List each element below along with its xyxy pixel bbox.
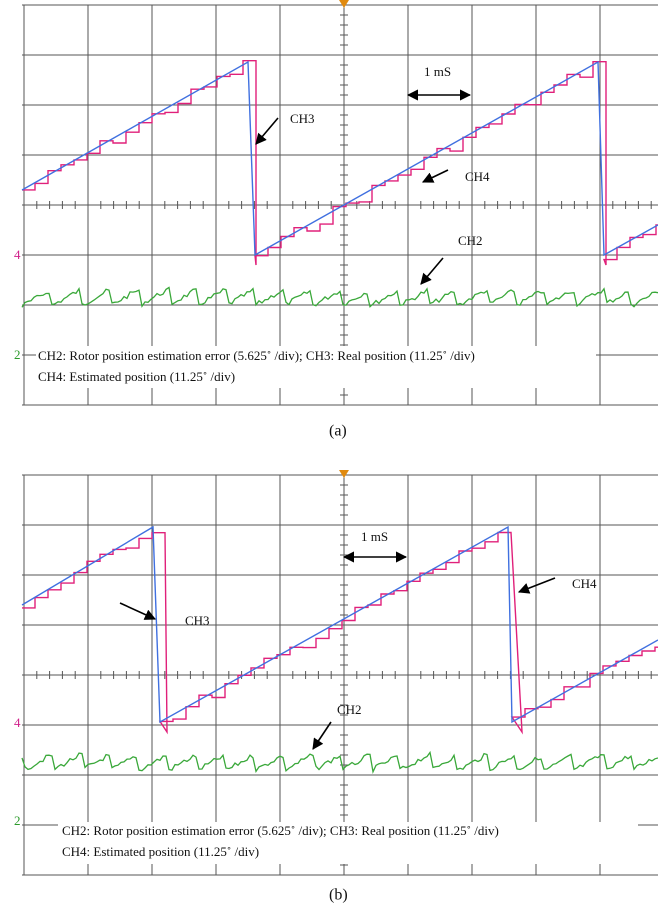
ch4-label: CH4	[465, 169, 490, 184]
pointer-arrow	[256, 118, 278, 144]
pointer-arrow	[120, 603, 155, 619]
ch2-marker: 2	[14, 347, 21, 362]
ch2-label: CH2	[337, 702, 362, 717]
panel-label: (b)	[329, 887, 348, 904]
ch3-label: CH3	[290, 111, 315, 126]
ch4-trace	[22, 61, 658, 265]
figure: 1 mS CH3 CH4 CH2 4 2 CH2: Rotor position…	[0, 0, 658, 912]
ch2-marker: 2	[14, 813, 21, 828]
ch3-trace	[22, 62, 658, 255]
ch4-marker: 4	[14, 247, 21, 262]
ch3-label: CH3	[185, 613, 210, 628]
pointer-arrow	[313, 722, 331, 749]
caption-line: CH2: Rotor position estimation error (5.…	[38, 348, 475, 363]
caption-line: CH4: Estimated position (11.25˚ /div)	[38, 369, 235, 384]
ch2-trace	[22, 288, 658, 308]
caption-line: CH4: Estimated position (11.25˚ /div)	[62, 844, 259, 859]
caption-line: CH2: Rotor position estimation error (5.…	[62, 823, 499, 838]
ch2-label: CH2	[458, 233, 483, 248]
pointer-arrow	[423, 170, 448, 182]
pointer-arrow	[519, 578, 555, 592]
scale-label: 1 mS	[424, 64, 451, 79]
ch4-label: CH4	[572, 576, 597, 591]
ch4-marker: 4	[14, 715, 21, 730]
panel-label: (a)	[329, 423, 347, 440]
scale-label: 1 mS	[361, 529, 388, 544]
trigger-marker	[339, 470, 349, 478]
pointer-arrow	[421, 258, 443, 284]
trigger-marker	[339, 0, 349, 8]
